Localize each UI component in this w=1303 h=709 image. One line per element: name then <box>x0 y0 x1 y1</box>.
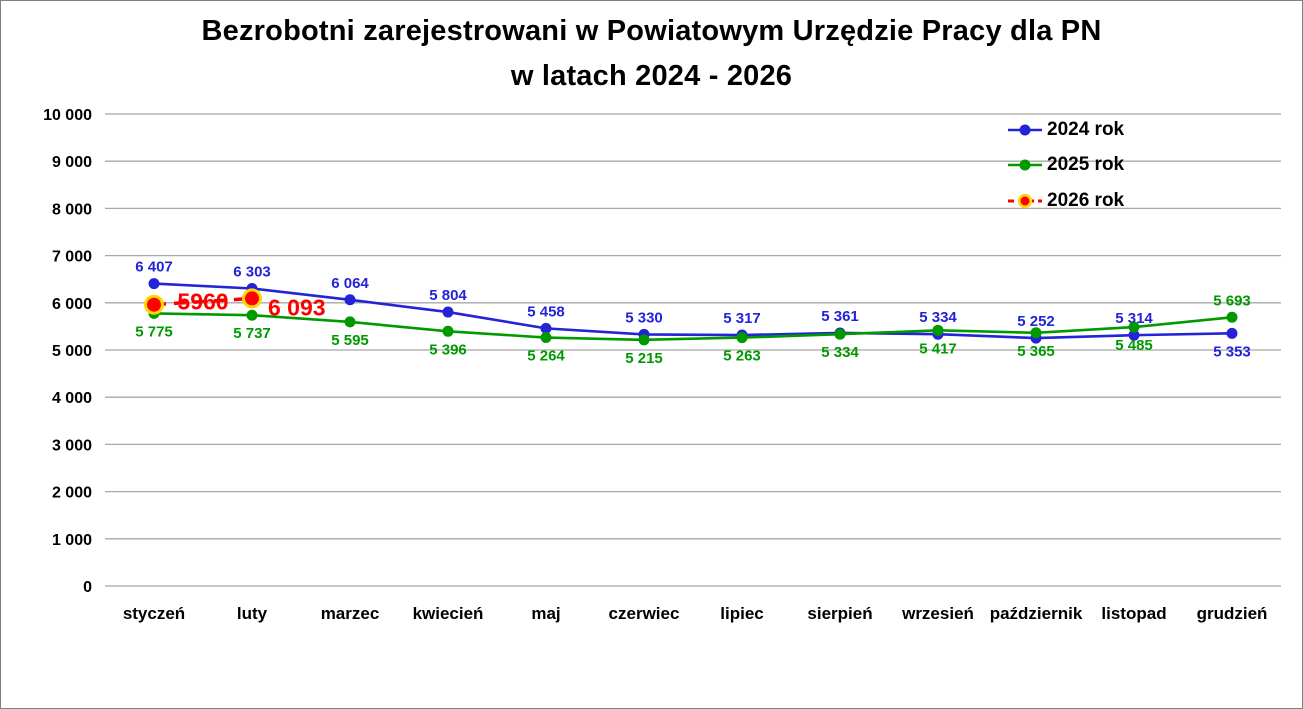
series-2024-rok-data-label: 5 317 <box>723 310 761 327</box>
series-2025-rok-marker <box>834 328 846 340</box>
series-2025-rok-marker <box>540 332 552 344</box>
series-2024-rok-line <box>153 282 1233 340</box>
series-2025-rok-data-label: 5 263 <box>723 348 761 365</box>
legend-item-2026: 2026 rok <box>1007 183 1124 219</box>
series-2025-rok-data-label: 5 485 <box>1115 337 1153 354</box>
x-axis-tick-label: grudzień <box>1197 604 1268 623</box>
legend: 2024 rok 2025 rok 2026 rok <box>1007 112 1124 219</box>
series-2025-rok-marker <box>1226 311 1238 323</box>
x-axis-tick-label: kwiecień <box>413 604 484 623</box>
series-2025-rok-data-label: 5 365 <box>1017 343 1055 360</box>
y-axis-tick-label: 10 000 <box>43 107 92 124</box>
series-2024-rok-marker <box>540 322 552 334</box>
x-axis-tick-label: wrzesień <box>901 604 974 623</box>
chart-title: Bezrobotni zarejestrowani w Powiatowym U… <box>1 9 1302 99</box>
y-axis-tick-label: 2 000 <box>52 485 92 502</box>
series-2024-rok-data-label: 5 330 <box>625 309 663 326</box>
series-2025-rok-data-label: 5 693 <box>1213 292 1251 309</box>
series-2026-rok-line <box>153 296 253 307</box>
series-2024-rok-data-label: 5 804 <box>429 287 467 304</box>
x-axis-tick-label: maj <box>531 604 560 623</box>
series-2024-rok-data-label: 6 407 <box>135 259 173 276</box>
legend-label-2026: 2026 rok <box>1047 189 1125 211</box>
x-axis-tick-label: czerwiec <box>609 604 680 623</box>
y-axis-tick-label: 6 000 <box>52 296 92 313</box>
series-2024-rok-data-label: 6 064 <box>331 275 369 292</box>
series-2024-rok-data-label: 5 314 <box>1115 310 1153 327</box>
series-2025-rok-marker <box>638 334 650 346</box>
series-2026-rok-marker <box>144 294 164 315</box>
legend-label-2025: 2025 rok <box>1047 154 1125 176</box>
y-axis-tick-label: 7 000 <box>52 249 92 266</box>
chart-title-line2: w latach 2024 - 2026 <box>510 60 793 92</box>
series-2024-rok-marker <box>1128 329 1140 341</box>
chart-title-line1: Bezrobotni zarejestrowani w Powiatowym U… <box>201 15 1102 47</box>
series-2024-rok-data-label: 5 252 <box>1017 313 1055 330</box>
series-2025-rok-marker <box>246 309 258 321</box>
x-axis-tick-label: listopad <box>1101 604 1166 623</box>
series-2025-rok-marker <box>932 324 944 336</box>
series-2025-rok-marker <box>736 332 748 344</box>
series-2024-rok-data-label: 5 361 <box>821 308 859 325</box>
x-axis-tick-label: lipiec <box>720 604 763 623</box>
series-2024-rok-marker <box>442 306 454 318</box>
legend-marker-2024-icon <box>1008 124 1042 136</box>
series-2025-rok-marker <box>1030 327 1042 339</box>
series-2025-rok-data-label: 5 334 <box>821 344 859 361</box>
y-axis-tick-label: 8 000 <box>52 201 92 218</box>
series-2025-rok-data-label: 5 595 <box>331 332 369 349</box>
series-2025-rok-data-label: 5 396 <box>429 341 467 358</box>
x-axis-tick-label: sierpień <box>807 604 872 623</box>
y-axis-tick-label: 9 000 <box>52 154 92 171</box>
series-2025-rok-data-label: 5 215 <box>625 350 663 367</box>
x-axis-tick-label: marzec <box>321 604 380 623</box>
series-2025-rok-data-label: 5 417 <box>919 340 957 357</box>
series-2026-rok-marker <box>242 288 262 309</box>
series-2025-rok-marker <box>442 325 454 337</box>
y-axis-tick-label: 1 000 <box>52 532 92 549</box>
series-2026-rok-data-label: 6 093 <box>268 294 326 320</box>
legend-item-2024: 2024 rok <box>1007 112 1124 148</box>
x-axis-tick-label: styczeń <box>123 604 185 623</box>
series-2024-rok-data-label: 6 303 <box>233 263 271 280</box>
series-2026-rok-data-label: 5960 <box>177 289 228 315</box>
x-axis-tick-label: październik <box>990 604 1083 623</box>
y-axis-tick-label: 4 000 <box>52 390 92 407</box>
legend-marker-2026-icon <box>1008 193 1042 208</box>
series-2024-rok-data-label: 5 353 <box>1213 343 1251 360</box>
x-axis-tick-label: luty <box>237 604 268 623</box>
series-2025-rok-data-label: 5 264 <box>527 348 565 365</box>
series-2025-rok-data-label: 5 737 <box>233 325 271 342</box>
series-2024-rok-marker <box>1226 327 1238 339</box>
y-axis-tick-label: 3 000 <box>52 437 92 454</box>
series-2025-rok-marker <box>1128 321 1140 333</box>
legend-marker-2025-icon <box>1008 159 1042 171</box>
series-2025-rok-data-label: 5 775 <box>135 323 173 340</box>
series-2025-rok-marker <box>344 316 356 328</box>
series-2025-rok-line <box>153 312 1233 342</box>
y-axis-tick-label: 0 <box>83 579 92 596</box>
y-axis-tick-label: 5 000 <box>52 343 92 360</box>
series-2024-rok-marker <box>148 278 160 290</box>
series-2024-rok-data-label: 5 458 <box>527 303 565 320</box>
series-2024-rok-data-label: 5 334 <box>919 309 957 326</box>
legend-label-2024: 2024 rok <box>1047 118 1125 140</box>
legend-item-2025: 2025 rok <box>1007 148 1124 184</box>
series-2024-rok-marker <box>344 294 356 306</box>
